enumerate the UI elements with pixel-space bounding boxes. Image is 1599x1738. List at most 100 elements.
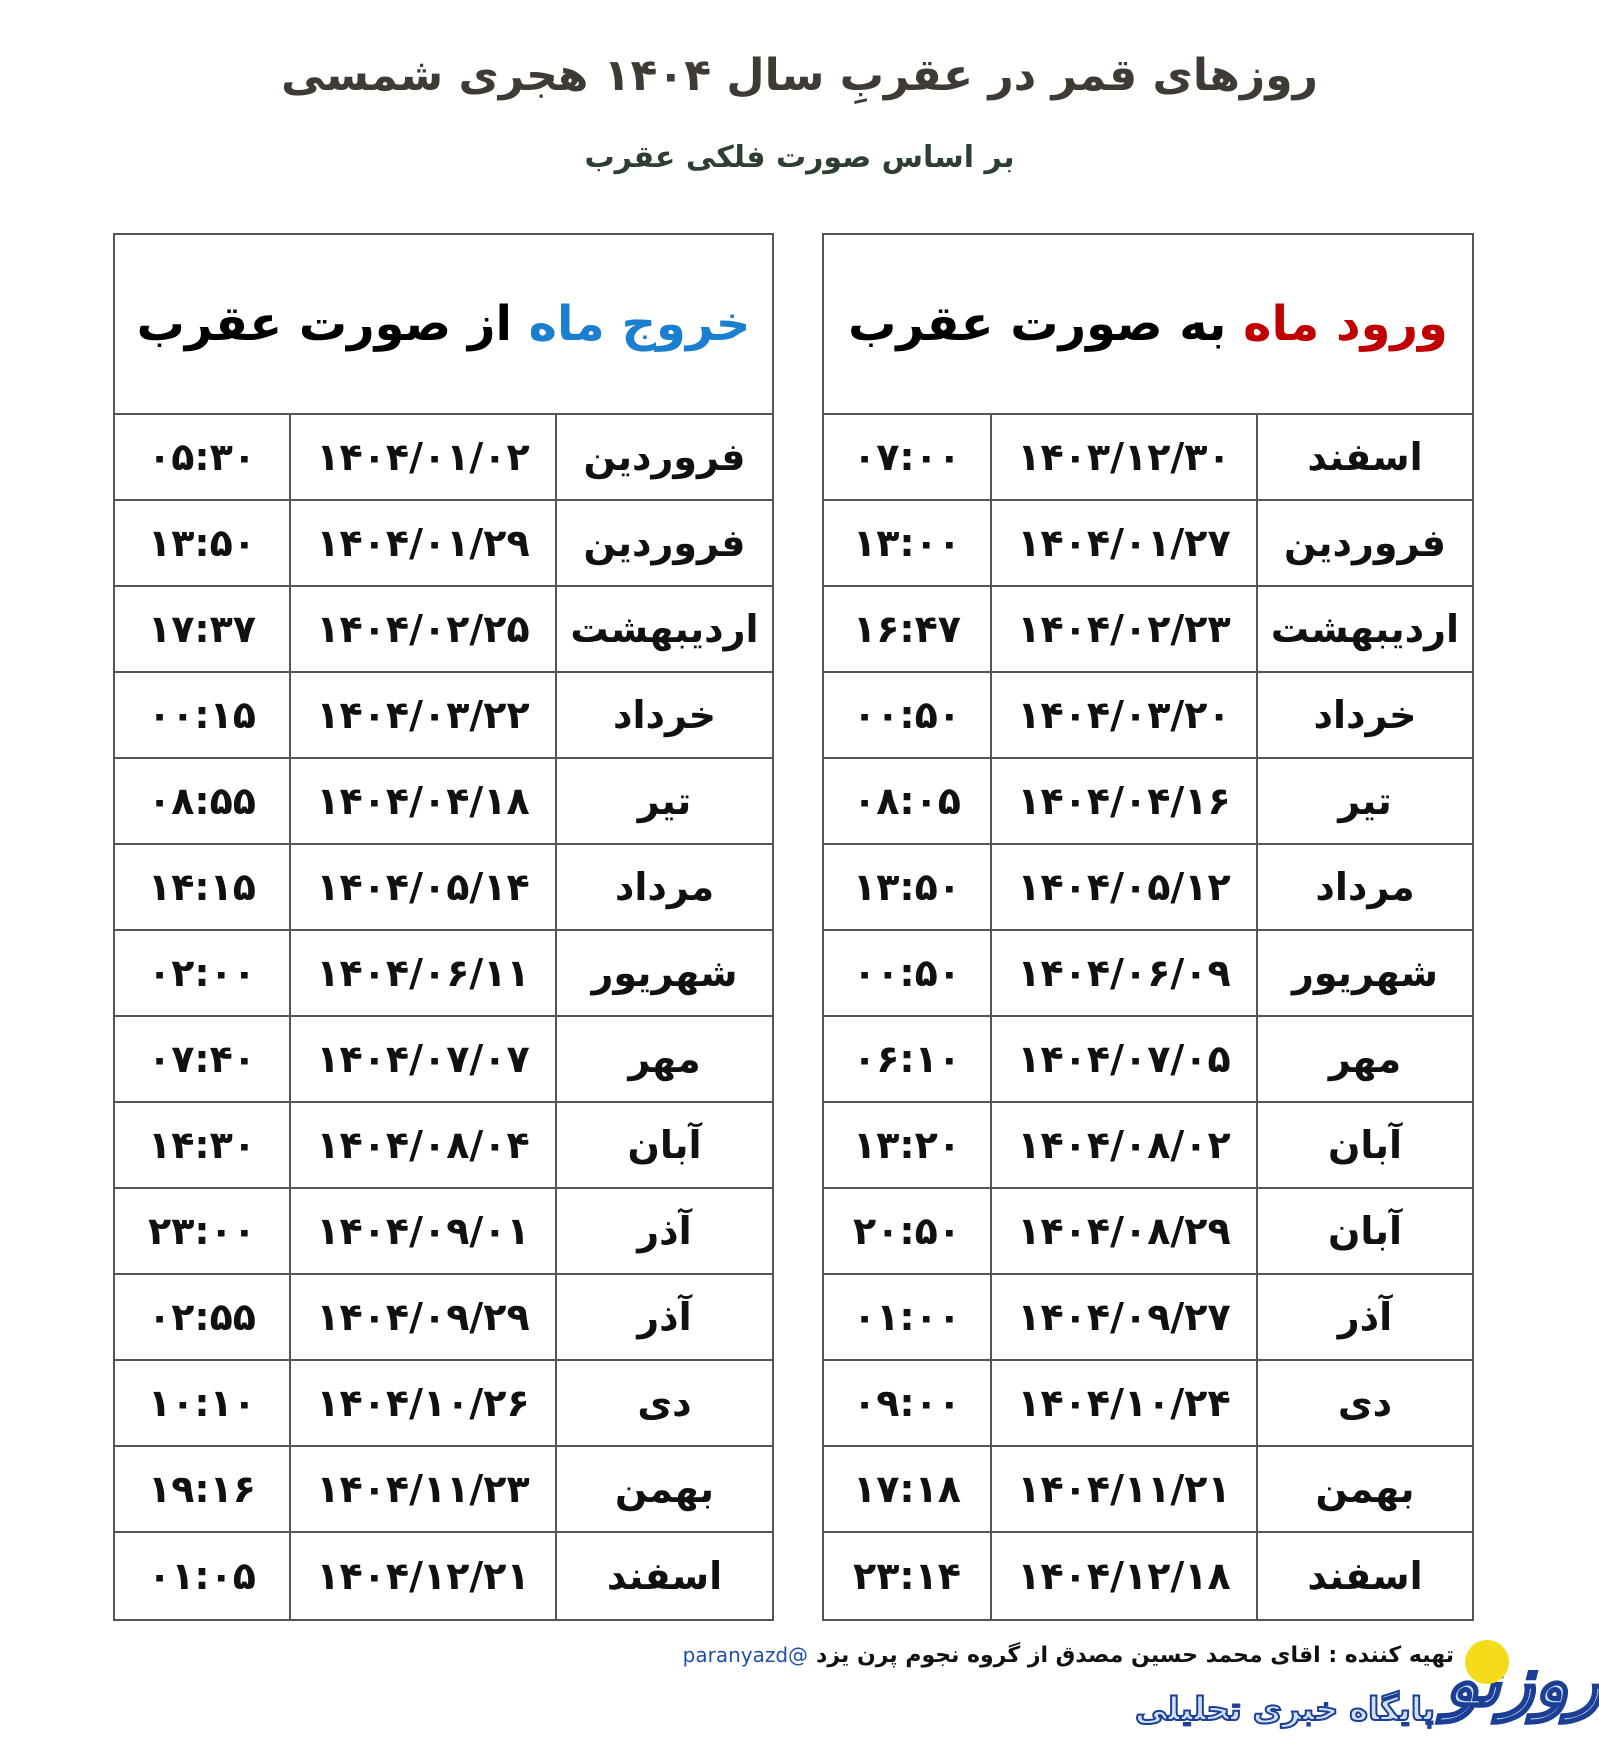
month-cell: شهریور — [1256, 931, 1472, 1015]
date-cell: ۱۴۰۴/۰۸/۰۴ — [289, 1103, 555, 1187]
table-row: خرداد ۱۴۰۴/۰۳/۲۰ ۰۰:۵۰ — [824, 673, 1472, 759]
date-cell: ۱۴۰۴/۰۹/۰۱ — [289, 1189, 555, 1273]
date-cell: ۱۴۰۴/۰۴/۱۸ — [289, 759, 555, 843]
exit-rows: فروردین ۱۴۰۴/۰۱/۰۲ ۰۵:۳۰ فروردین ۱۴۰۴/۰۱/۲۹ ۱… — [115, 415, 772, 1619]
sun-icon — [1465, 1640, 1509, 1684]
date-cell: ۱۴۰۴/۱۱/۲۱ — [990, 1447, 1256, 1531]
table-row: دی ۱۴۰۴/۱۰/۲۴ ۰۹:۰۰ — [824, 1361, 1472, 1447]
time-cell: ۰۹:۰۰ — [853, 1381, 961, 1425]
month-cell: خرداد — [1256, 673, 1472, 757]
month-cell: فروردین — [1256, 501, 1472, 585]
month-cell: دی — [1256, 1361, 1472, 1445]
entry-header-highlight: ورود ماه — [1243, 296, 1448, 352]
table-row: دی ۱۴۰۴/۱۰/۲۶ ۱۰:۱۰ — [115, 1361, 772, 1447]
date-cell: ۱۴۰۴/۰۶/۱۱ — [289, 931, 555, 1015]
table-row: تیر ۱۴۰۴/۰۴/۱۶ ۰۸:۰۵ — [824, 759, 1472, 845]
date-cell: ۱۴۰۴/۰۳/۲۲ — [289, 673, 555, 757]
time-cell: ۰۲:۵۵ — [148, 1295, 256, 1339]
time-cell: ۰۱:۰۰ — [853, 1295, 961, 1339]
page-subtitle: بر اساس صورت فلکی عقرب — [584, 140, 1015, 175]
time-cell: ۱۳:۵۰ — [853, 865, 961, 909]
month-cell: اسفند — [1256, 1533, 1472, 1619]
table-row: اسفند ۱۴۰۴/۱۲/۱۸ ۲۳:۱۴ — [824, 1533, 1472, 1619]
month-cell: مرداد — [1256, 845, 1472, 929]
month-cell: آبان — [1256, 1103, 1472, 1187]
date-cell: ۱۴۰۴/۰۵/۱۴ — [289, 845, 555, 929]
time-cell: ۰۶:۱۰ — [853, 1037, 961, 1081]
time-cell: ۰۱:۰۵ — [148, 1554, 256, 1598]
table-row: اسفند ۱۴۰۴/۱۲/۲۱ ۰۱:۰۵ — [115, 1533, 772, 1619]
credit-text: تهیه کننده : اقای محمد حسین مصدق از گروه… — [816, 1643, 1454, 1668]
credit-line: تهیه کننده : اقای محمد حسین مصدق از گروه… — [683, 1643, 1454, 1668]
time-cell: ۰۷:۴۰ — [148, 1037, 256, 1081]
time-cell: ۰۲:۰۰ — [148, 951, 256, 995]
table-row: اردیبهشت ۱۴۰۴/۰۲/۲۳ ۱۶:۴۷ — [824, 587, 1472, 673]
month-cell: مرداد — [555, 845, 772, 929]
roozno-logo: پایگاه خبری تحلیلی روزنو — [1134, 1630, 1599, 1738]
month-cell: آذر — [555, 1189, 772, 1273]
date-cell: ۱۴۰۴/۰۷/۰۵ — [990, 1017, 1256, 1101]
time-cell: ۱۴:۳۰ — [148, 1123, 256, 1167]
month-cell: آبان — [555, 1103, 772, 1187]
month-cell: تیر — [555, 759, 772, 843]
time-cell: ۱۶:۴۷ — [853, 607, 961, 651]
month-cell: تیر — [1256, 759, 1472, 843]
table-row: آبان ۱۴۰۴/۰۸/۰۴ ۱۴:۳۰ — [115, 1103, 772, 1189]
time-cell: ۱۰:۱۰ — [148, 1381, 256, 1425]
month-cell: آبان — [1256, 1189, 1472, 1273]
month-cell: مهر — [555, 1017, 772, 1101]
date-cell: ۱۴۰۴/۱۰/۲۴ — [990, 1361, 1256, 1445]
date-cell: ۱۴۰۴/۰۴/۱۶ — [990, 759, 1256, 843]
date-cell: ۱۴۰۳/۱۲/۳۰ — [990, 415, 1256, 499]
month-cell: اردیبهشت — [1256, 587, 1472, 671]
table-row: مرداد ۱۴۰۴/۰۵/۱۲ ۱۳:۵۰ — [824, 845, 1472, 931]
month-cell: اسفند — [555, 1533, 772, 1619]
date-cell: ۱۴۰۴/۱۰/۲۶ — [289, 1361, 555, 1445]
month-cell: دی — [555, 1361, 772, 1445]
date-cell: ۱۴۰۴/۰۹/۲۹ — [289, 1275, 555, 1359]
month-cell: خرداد — [555, 673, 772, 757]
table-row: آذر ۱۴۰۴/۰۹/۰۱ ۲۳:۰۰ — [115, 1189, 772, 1275]
date-cell: ۱۴۰۴/۰۲/۲۳ — [990, 587, 1256, 671]
date-cell: ۱۴۰۴/۰۸/۲۹ — [990, 1189, 1256, 1273]
time-cell: ۱۹:۱۶ — [148, 1467, 256, 1511]
month-cell: مهر — [1256, 1017, 1472, 1101]
time-cell: ۰۰:۵۰ — [853, 693, 961, 737]
month-cell: شهریور — [555, 931, 772, 1015]
date-cell: ۱۴۰۴/۰۸/۰۲ — [990, 1103, 1256, 1187]
date-cell: ۱۴۰۴/۰۱/۲۹ — [289, 501, 555, 585]
month-cell: بهمن — [1256, 1447, 1472, 1531]
date-cell: ۱۴۰۴/۰۷/۰۷ — [289, 1017, 555, 1101]
exit-header-rest: از صورت عقرب — [136, 296, 512, 352]
entry-table: ورود ماه به صورت عقرب اسفند ۱۴۰۳/۱۲/۳۰ ۰۷:… — [822, 233, 1474, 1621]
date-cell: ۱۴۰۴/۰۱/۰۲ — [289, 415, 555, 499]
table-row: آذر ۱۴۰۴/۰۹/۲۷ ۰۱:۰۰ — [824, 1275, 1472, 1361]
date-cell: ۱۴۰۴/۰۹/۲۷ — [990, 1275, 1256, 1359]
logo-tagline: پایگاه خبری تحلیلی — [1134, 1689, 1436, 1729]
entry-rows: اسفند ۱۴۰۳/۱۲/۳۰ ۰۷:۰۰ فروردین ۱۴۰۴/۰۱/۲۷ ۱۳:… — [824, 415, 1472, 1619]
time-cell: ۱۴:۱۵ — [148, 865, 256, 909]
time-cell: ۱۳:۲۰ — [853, 1123, 961, 1167]
date-cell: ۱۴۰۴/۱۲/۲۱ — [289, 1533, 555, 1619]
time-cell: ۰۰:۵۰ — [853, 951, 961, 995]
date-cell: ۱۴۰۴/۰۲/۲۵ — [289, 587, 555, 671]
table-row: اردیبهشت ۱۴۰۴/۰۲/۲۵ ۱۷:۳۷ — [115, 587, 772, 673]
time-cell: ۰۸:۵۵ — [148, 779, 256, 823]
table-row: فروردین ۱۴۰۴/۰۱/۰۲ ۰۵:۳۰ — [115, 415, 772, 501]
table-row: فروردین ۱۴۰۴/۰۱/۲۷ ۱۳:۰۰ — [824, 501, 1472, 587]
page-title: روزهای قمر در عقربِ سال ۱۴۰۴ هجری شمسی — [281, 50, 1318, 101]
time-cell: ۰۰:۱۵ — [148, 693, 256, 737]
table-row: شهریور ۱۴۰۴/۰۶/۱۱ ۰۲:۰۰ — [115, 931, 772, 1017]
month-cell: آذر — [555, 1275, 772, 1359]
date-cell: ۱۴۰۴/۱۱/۲۳ — [289, 1447, 555, 1531]
month-cell: فروردین — [555, 501, 772, 585]
date-cell: ۱۴۰۴/۰۱/۲۷ — [990, 501, 1256, 585]
table-row: اسفند ۱۴۰۳/۱۲/۳۰ ۰۷:۰۰ — [824, 415, 1472, 501]
time-cell: ۲۳:۱۴ — [853, 1554, 961, 1598]
month-cell: آذر — [1256, 1275, 1472, 1359]
time-cell: ۰۷:۰۰ — [853, 435, 961, 479]
month-cell: اسفند — [1256, 415, 1472, 499]
table-row: تیر ۱۴۰۴/۰۴/۱۸ ۰۸:۵۵ — [115, 759, 772, 845]
table-row: آبان ۱۴۰۴/۰۸/۰۲ ۱۳:۲۰ — [824, 1103, 1472, 1189]
time-cell: ۱۳:۰۰ — [853, 521, 961, 565]
